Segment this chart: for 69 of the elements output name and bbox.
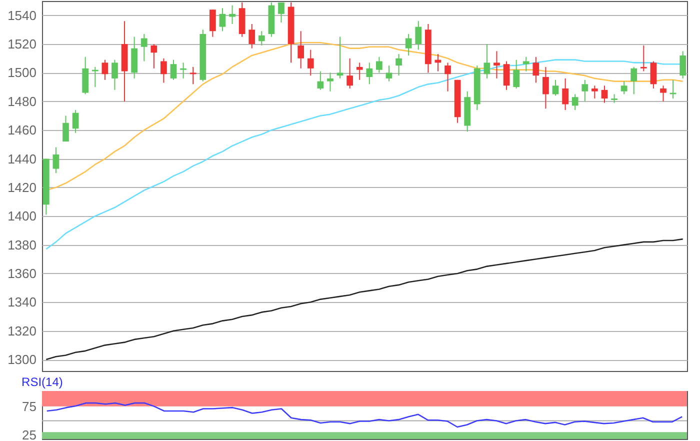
candlestick: [572, 94, 578, 110]
y-tick-label: 1380: [8, 237, 36, 252]
candlestick: [366, 62, 373, 85]
line-series: [46, 402, 683, 428]
y-tick-label: 1460: [8, 122, 36, 138]
y-tick-label: 1340: [8, 294, 36, 310]
candlestick: [219, 8, 226, 32]
y-tick-label: 1500: [8, 65, 36, 80]
candlestick: [552, 79, 559, 96]
candlestick: [582, 79, 588, 102]
candlestick: [620, 80, 628, 95]
candlestick: [680, 50, 686, 79]
candlestick: [376, 56, 382, 74]
candlestick: [327, 72, 334, 92]
candlestick: [396, 54, 402, 76]
y-tick-label: 1440: [8, 151, 36, 166]
candlestick: [258, 30, 265, 46]
candlestick: [248, 23, 256, 49]
candlestick: [112, 59, 118, 90]
candlestick: [72, 109, 79, 134]
candlestick: [229, 4, 236, 24]
candlestick: [180, 62, 186, 79]
candlestick: [650, 60, 657, 89]
line-series: [46, 238, 684, 360]
candlestick: [660, 85, 666, 102]
candlestick: [444, 62, 451, 92]
candlestick: [307, 49, 314, 76]
y-tick-label: 25: [22, 428, 36, 441]
candlestick: [503, 60, 510, 90]
candlestick: [522, 56, 530, 72]
candlestick: [405, 33, 412, 56]
candlestick: [346, 58, 353, 89]
candlestick: [336, 36, 344, 79]
y-tick-label: 1360: [8, 266, 36, 281]
candlestick: [317, 70, 324, 90]
y-tick-label: 1520: [8, 36, 36, 52]
y-tick-label: 1400: [8, 208, 36, 224]
candlestick: [601, 85, 608, 104]
candlestick: [356, 62, 363, 80]
candlestick: [170, 59, 177, 80]
candlestick: [62, 115, 69, 142]
candlestick: [52, 146, 60, 174]
candlestick: [415, 20, 422, 50]
y-tick-label: 1420: [8, 180, 36, 195]
candlestick: [150, 44, 158, 69]
candlestick: [532, 56, 540, 84]
candlestick: [140, 33, 148, 62]
candlestick: [542, 66, 549, 110]
chart-title: RSI(14): [22, 375, 63, 389]
candlestick: [494, 50, 500, 79]
y-tick-label: 75: [22, 398, 36, 414]
y-tick-label: 1480: [8, 94, 36, 109]
candlestick: [209, 9, 216, 38]
candlestick: [630, 66, 638, 95]
candlestick: [562, 78, 568, 110]
candlestick: [190, 66, 196, 85]
y-tick-label: 1300: [8, 352, 36, 368]
candlestick: [592, 85, 598, 100]
candlestick: [160, 58, 167, 84]
candlestick: [640, 44, 647, 72]
candlestick: [484, 44, 490, 79]
candlestick: [298, 30, 304, 69]
y-tick-label: 1320: [8, 323, 36, 338]
candlestick: [102, 59, 108, 80]
candlestick: [513, 59, 520, 89]
candlestick: [92, 66, 98, 88]
candlestick: [386, 65, 392, 82]
y-tick-label: 1540: [8, 8, 36, 23]
candlestick: [278, 2, 284, 24]
